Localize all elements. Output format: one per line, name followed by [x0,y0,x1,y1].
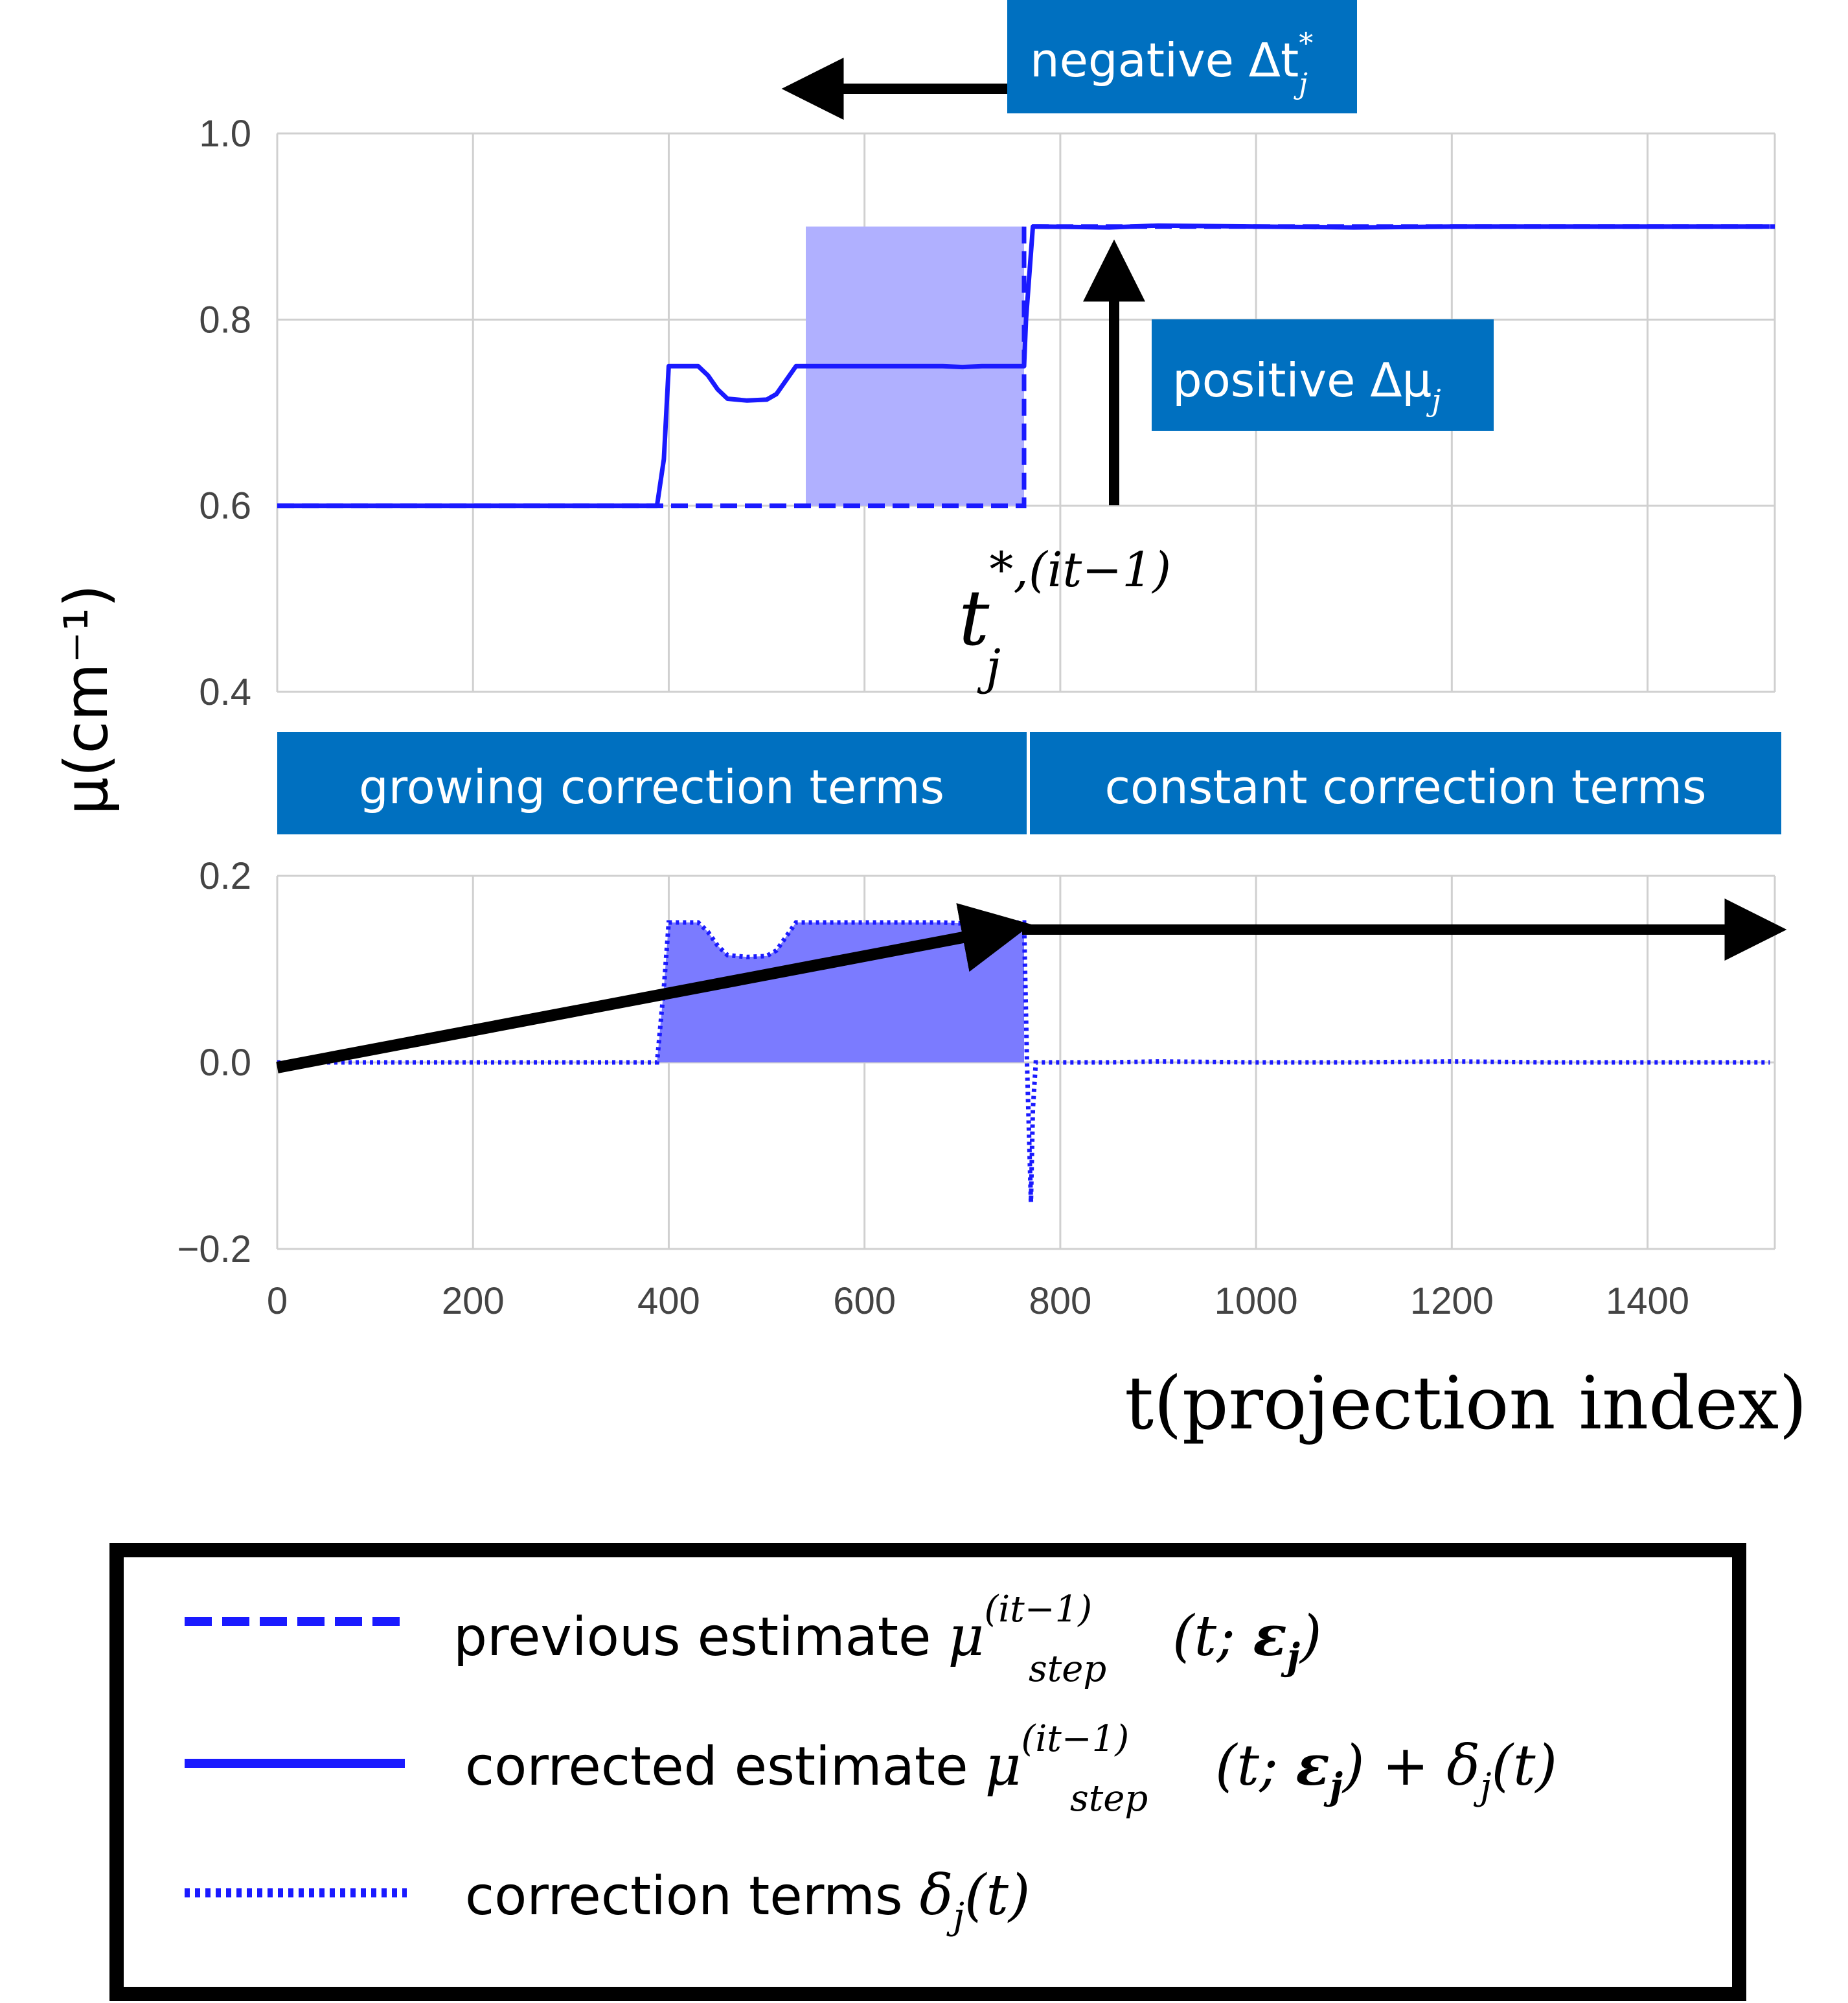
x-tick-label: 1000 [1215,1280,1298,1322]
x-tick-label: 1200 [1410,1280,1494,1322]
bottom-y-tick-labels: −0.2 0.0 0.2 [177,855,252,1270]
legend-item-corrected-estimate: corrected estimate μ(it−1) step(t; εj) + … [465,1718,1557,1820]
x-tick-label: 0 [267,1280,288,1322]
growing-trend-arrow [276,903,1032,1073]
constant-correction-box [1030,732,1781,834]
x-tick-label: 400 [637,1280,700,1322]
x-tick-label: 1400 [1606,1280,1689,1322]
change-point-label: t*,(it−1) j [959,542,1171,695]
top-y-tick-label: 1.0 [199,113,251,155]
x-tick-label: 200 [442,1280,505,1322]
bottom-y-tick-label: 0.0 [199,1042,251,1084]
top-y-tick-label: 0.8 [199,299,251,341]
negative-shift-label: negative Δt* j [1030,27,1313,100]
growing-correction-box [277,732,1027,834]
x-tick-label: 600 [833,1280,896,1322]
top-y-tick-label: 0.6 [199,485,251,527]
x-tick-labels: 0 200 400 600 800 1000 1200 1400 [267,1280,1689,1322]
negative-shift-box [1007,0,1357,113]
bottom-y-tick-label: −0.2 [177,1228,252,1270]
series-corrected-estimate [277,223,1770,509]
bottom-y-tick-label: 0.2 [199,855,251,897]
legend-item-correction-terms: correction terms δj(t) [465,1863,1030,1938]
y-axis-label: μ(cm⁻¹) [52,584,121,815]
bottom-shaded-region [657,922,1024,1062]
x-axis-label: t(projection index) [1124,1362,1807,1446]
x-tick-label: 800 [1029,1280,1091,1322]
top-y-tick-label: 0.4 [199,671,251,713]
positive-shift-box [1152,319,1494,431]
top-y-tick-labels: 0.4 0.6 0.8 1.0 [199,113,251,713]
legend-item-previous-estimate: previous estimate μ(it−1) step(t; εj) [453,1588,1322,1690]
series-correction-terms [277,920,1770,1203]
constant-correction-label: constant correction terms [1104,760,1706,814]
growing-correction-label: growing correction terms [359,760,944,814]
positive-shift-label: positive Δμj [1172,353,1441,418]
